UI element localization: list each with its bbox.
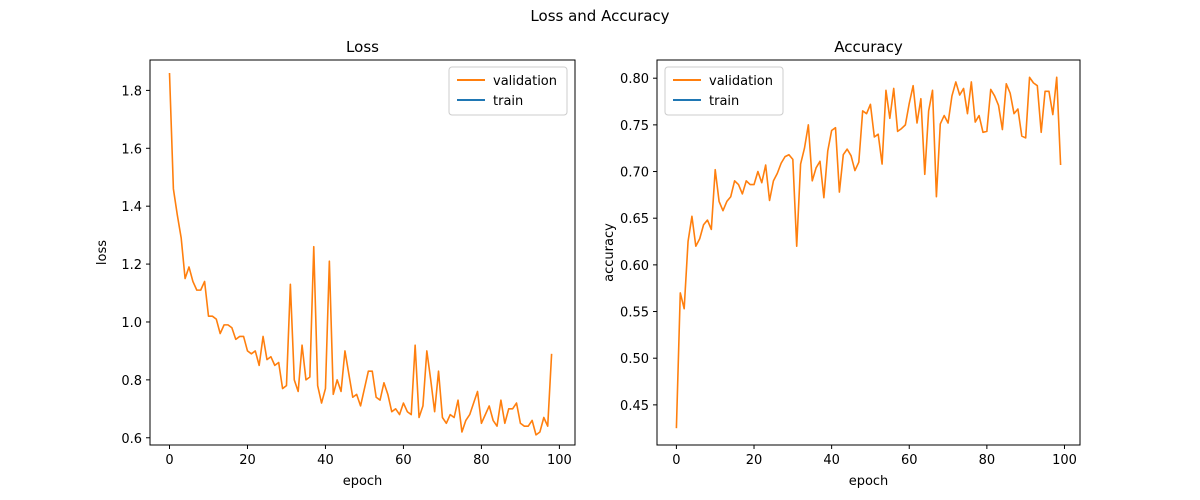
y-tick-label: 1.0	[121, 316, 142, 331]
validation-line	[675, 76, 1062, 429]
x-tick-label: 100	[1052, 453, 1077, 468]
y-tick-label: 1.4	[121, 200, 142, 215]
plot-title: Loss	[346, 38, 379, 56]
legend-label-validation: validation	[493, 74, 557, 89]
y-axis-label: accuracy	[602, 223, 617, 282]
figure-title: Loss and Accuracy	[530, 7, 669, 25]
axes-frame	[149, 59, 576, 446]
y-tick-label: 0.6	[121, 432, 142, 447]
legend: validation train	[448, 66, 568, 116]
y-tick-label: 1.6	[121, 142, 142, 157]
x-tick-label: 80	[979, 453, 996, 468]
y-tick-label: 0.45	[620, 399, 649, 414]
x-tick-label: 20	[239, 453, 256, 468]
x-tick-label: 40	[317, 453, 334, 468]
y-tick-label: 0.50	[620, 352, 649, 367]
x-tick-label: 0	[165, 453, 173, 468]
y-tick-label: 0.65	[620, 212, 649, 227]
loss-plot: Loss 0 20 40 60 80 100 0.6 0.8 1.0 1.2 1.4 1.6 1.8 epo…	[95, 38, 576, 489]
legend-label-train: train	[709, 94, 739, 109]
x-tick-label: 60	[901, 453, 918, 468]
x-tick-label: 20	[746, 453, 763, 468]
legend-label-train: train	[493, 94, 523, 109]
legend-label-validation: validation	[709, 74, 773, 89]
y-tick-label: 0.8	[121, 374, 142, 389]
x-tick-label: 40	[823, 453, 840, 468]
axes-frame	[656, 59, 1081, 446]
y-tick-label: 0.70	[620, 166, 649, 181]
x-tick-label: 0	[672, 453, 680, 468]
x-tick-label: 100	[547, 453, 572, 468]
plot-title: Accuracy	[834, 38, 903, 56]
y-tick-label: 1.8	[121, 84, 142, 99]
y-tick-label: 0.55	[620, 306, 649, 321]
x-axis-label: epoch	[849, 474, 889, 489]
y-tick-label: 0.60	[620, 259, 649, 274]
y-tick-label: 0.80	[620, 72, 649, 87]
x-tick-label: 80	[473, 453, 490, 468]
y-axis-label: loss	[95, 240, 110, 265]
legend: validation train	[664, 66, 784, 116]
y-tick-label: 0.75	[620, 119, 649, 134]
y-tick-label: 1.2	[121, 258, 142, 273]
x-axis-label: epoch	[343, 474, 383, 489]
validation-line	[168, 73, 553, 436]
x-tick-label: 60	[395, 453, 412, 468]
accuracy-plot: Accuracy 0 20 40 60 80 100 0.45 0.50 0.55 0.60 0.65…	[602, 38, 1081, 489]
